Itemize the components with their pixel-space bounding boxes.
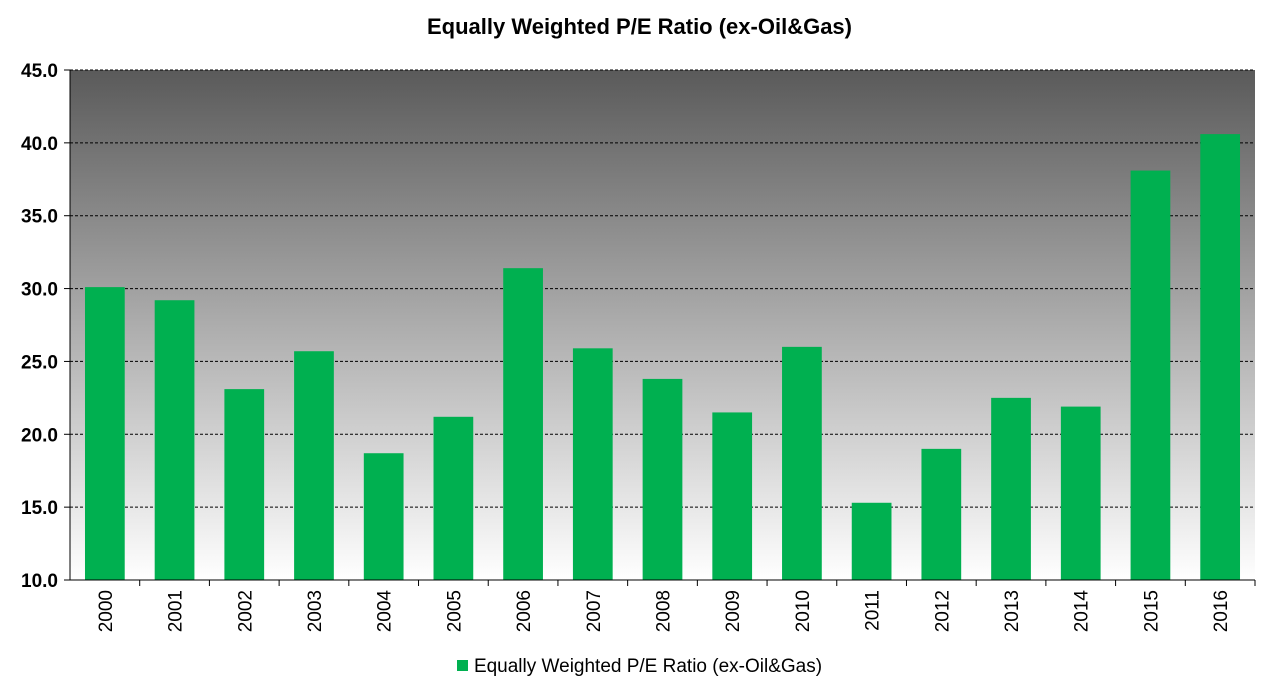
x-tick-label: 2005 (444, 590, 465, 632)
x-tick-label: 2013 (1002, 590, 1023, 632)
bar-2008 (642, 378, 683, 580)
bar-2015 (1130, 170, 1171, 581)
x-tick-label: 2015 (1141, 590, 1162, 632)
bar-2010 (782, 346, 822, 580)
y-tick-label: 10.0 (21, 571, 58, 592)
y-tick-label: 45.0 (21, 61, 58, 82)
y-tick-label: 15.0 (21, 498, 58, 519)
y-tick-label: 25.0 (21, 352, 58, 373)
bars (84, 134, 1241, 581)
x-tick-label: 2016 (1211, 590, 1232, 632)
bar-2007 (572, 348, 613, 580)
y-tick-label: 40.0 (21, 134, 58, 155)
chart-title: Equally Weighted P/E Ratio (ex-Oil&Gas) (426, 14, 852, 39)
bar-2001 (154, 300, 195, 580)
bar-2002 (224, 389, 265, 580)
bar-2013 (991, 397, 1031, 580)
x-tick-label: 2000 (96, 590, 117, 632)
bar-2006 (503, 268, 543, 580)
legend: Equally Weighted P/E Ratio (ex-Oil&Gas) (0, 656, 1279, 678)
x-tick-label: 2006 (514, 590, 535, 632)
bar-2004 (363, 453, 404, 580)
axes: 10.0 15.0 20.0 25.0 30.0 35.0 40.0 45.0 2000 2001… (21, 61, 1256, 633)
x-tick-label: 2009 (723, 590, 744, 632)
bar-2000 (84, 287, 125, 580)
x-tick-label: 2010 (793, 590, 814, 632)
bar-2016 (1200, 134, 1241, 580)
bar-2011 (851, 502, 892, 580)
y-tick-label: 20.0 (21, 425, 58, 446)
gridlines (70, 69, 1255, 508)
bar-2012 (921, 448, 962, 580)
x-tick-label: 2001 (166, 590, 187, 632)
legend-label: Equally Weighted P/E Ratio (ex-Oil&Gas) (473, 656, 823, 677)
x-tick-label: 2007 (584, 590, 605, 632)
legend-swatch (456, 660, 468, 671)
bar-2014 (1060, 406, 1101, 580)
bar-2003 (294, 351, 334, 580)
x-tick-label: 2012 (932, 590, 953, 632)
x-tick-label: 2008 (654, 590, 675, 632)
x-tick-label: 2003 (305, 590, 326, 632)
x-tick-label: 2014 (1072, 590, 1093, 633)
x-tick-label: 2002 (235, 590, 256, 632)
y-tick-label: 30.0 (21, 280, 58, 301)
bar-2009 (712, 412, 753, 580)
bar-2005 (433, 416, 474, 580)
x-tick-label: 2004 (375, 590, 396, 633)
x-tick-label: 2011 (863, 590, 884, 631)
y-tick-label: 35.0 (21, 207, 58, 228)
